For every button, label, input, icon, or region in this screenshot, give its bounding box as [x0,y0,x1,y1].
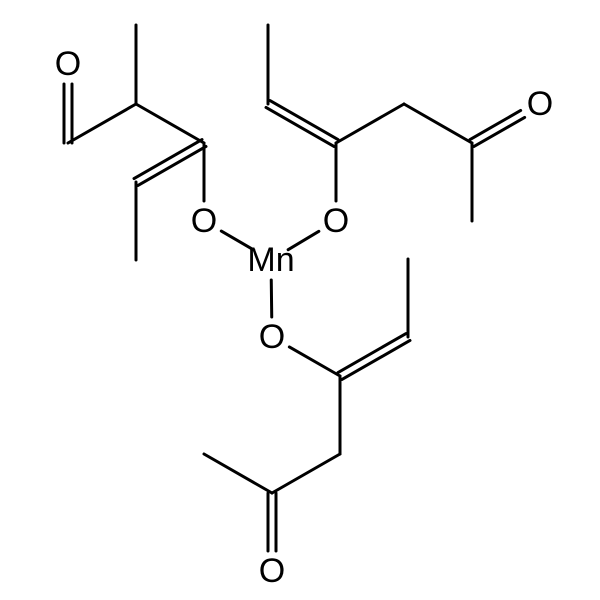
bond [336,104,404,143]
atom-label-o: O [323,202,349,240]
bond [404,104,472,143]
bond [204,454,272,493]
bond [272,454,340,493]
bond [289,347,340,376]
atom-label-o: O [259,552,285,590]
bond [136,104,204,143]
atom-label-o: O [191,202,217,240]
bond [138,146,206,185]
molecule-diagram: Mn O O O O O O [0,0,600,600]
atom-label-o: O [259,318,285,356]
bond [68,104,136,143]
atom-label-o: O [527,85,553,123]
atom-label-mn: Mn [247,241,294,279]
bond [266,107,334,146]
bond [270,101,338,140]
bond [134,140,202,179]
bond [338,334,406,373]
atom-label-o: O [55,45,81,83]
bond [342,340,410,379]
